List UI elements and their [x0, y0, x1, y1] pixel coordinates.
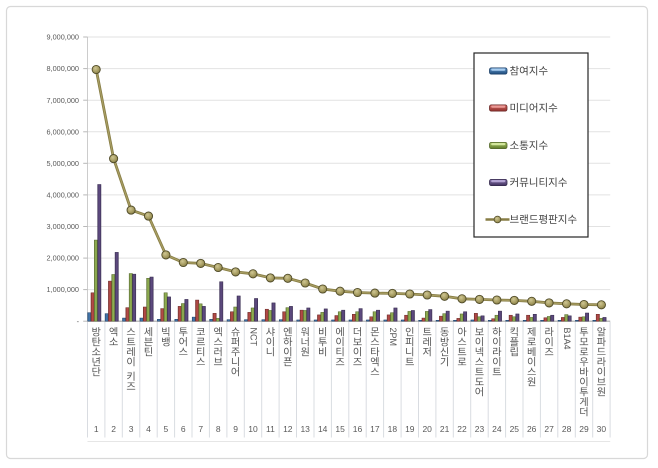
- svg-text:3,000,000: 3,000,000: [47, 222, 79, 231]
- svg-text:NCT: NCT: [249, 328, 259, 347]
- svg-text:2,000,000: 2,000,000: [47, 254, 79, 263]
- svg-text:12: 12: [283, 424, 293, 434]
- svg-text:10: 10: [248, 424, 258, 434]
- svg-text:23: 23: [475, 424, 485, 434]
- svg-text:1: 1: [94, 424, 99, 434]
- svg-text:29: 29: [579, 424, 589, 434]
- svg-text:8,000,000: 8,000,000: [47, 64, 79, 73]
- svg-text:7,000,000: 7,000,000: [47, 96, 79, 105]
- svg-text:9: 9: [233, 424, 238, 434]
- svg-text:24: 24: [492, 424, 502, 434]
- svg-text:15: 15: [335, 424, 345, 434]
- svg-text:26: 26: [527, 424, 537, 434]
- svg-text:-: -: [77, 317, 80, 326]
- svg-text:13: 13: [300, 424, 310, 434]
- svg-text:11: 11: [266, 424, 275, 434]
- svg-text:18: 18: [388, 424, 398, 434]
- svg-text:22: 22: [457, 424, 467, 434]
- svg-text:4: 4: [146, 424, 151, 434]
- svg-text:17: 17: [370, 424, 380, 434]
- svg-text:5,000,000: 5,000,000: [47, 159, 79, 168]
- svg-text:6: 6: [181, 424, 186, 434]
- svg-text:6,000,000: 6,000,000: [47, 127, 79, 136]
- svg-text:7: 7: [198, 424, 203, 434]
- svg-text:2PM: 2PM: [388, 328, 398, 347]
- svg-text:9,000,000: 9,000,000: [47, 33, 79, 42]
- svg-text:28: 28: [562, 424, 572, 434]
- svg-text:5: 5: [164, 424, 169, 434]
- svg-text:30: 30: [597, 424, 607, 434]
- svg-text:4,000,000: 4,000,000: [47, 191, 79, 200]
- svg-text:21: 21: [440, 424, 450, 434]
- svg-text:16: 16: [353, 424, 363, 434]
- svg-text:8: 8: [216, 424, 221, 434]
- svg-text:19: 19: [405, 424, 415, 434]
- svg-text:14: 14: [318, 424, 328, 434]
- svg-text:27: 27: [544, 424, 554, 434]
- svg-text:20: 20: [422, 424, 432, 434]
- svg-text:25: 25: [510, 424, 520, 434]
- svg-text:B1A4: B1A4: [562, 328, 572, 350]
- svg-text:2: 2: [111, 424, 116, 434]
- svg-text:1,000,000: 1,000,000: [47, 285, 79, 294]
- svg-text:3: 3: [129, 424, 134, 434]
